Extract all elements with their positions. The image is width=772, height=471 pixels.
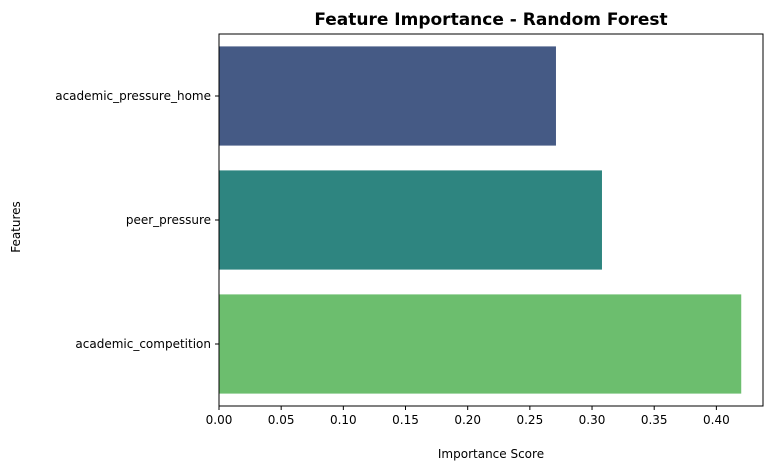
y-tick-label: peer_pressure — [126, 213, 211, 227]
x-tick-label: 0.35 — [641, 413, 668, 427]
bars-group — [219, 46, 742, 394]
y-tick-label: academic_competition — [75, 337, 211, 351]
x-axis-label: Importance Score — [438, 447, 544, 461]
x-tick-label: 0.30 — [579, 413, 606, 427]
x-tick-label: 0.20 — [454, 413, 481, 427]
y-axis-label: Features — [9, 201, 23, 253]
chart-title: Feature Importance - Random Forest — [314, 10, 667, 30]
y-tick-label: academic_pressure_home — [55, 89, 211, 103]
x-ticks-group: 0.00 0.05 0.10 0.15 0.20 0.25 0.30 0.35 0.40 — [206, 406, 730, 427]
x-tick-label: 0.40 — [703, 413, 730, 427]
x-tick-label: 0.05 — [268, 413, 295, 427]
y-ticks-group: academic_pressure_home peer_pressureacade… — [55, 89, 219, 351]
x-tick-label: 0.15 — [392, 413, 419, 427]
bar-academic-pressure-home — [219, 46, 556, 146]
bar-peer-pressure — [219, 170, 602, 270]
x-tick-label: 0.25 — [516, 413, 543, 427]
x-tick-label: 0.00 — [206, 413, 233, 427]
bar-academic-competition — [219, 294, 742, 394]
x-tick-label: 0.10 — [330, 413, 357, 427]
plot-frame — [218, 33, 764, 407]
